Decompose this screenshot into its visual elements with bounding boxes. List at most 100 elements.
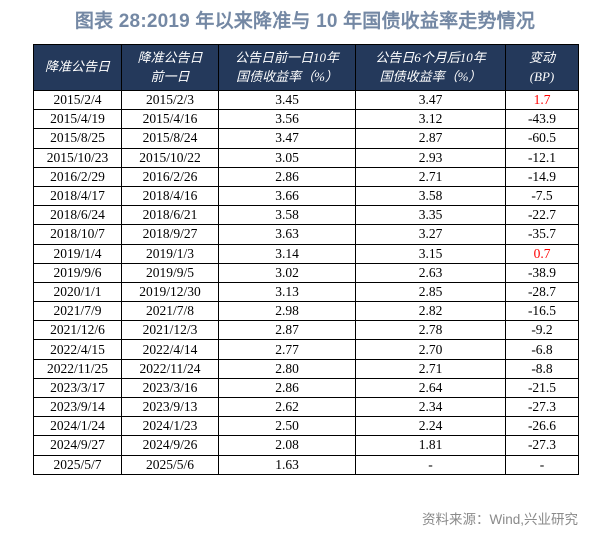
table-header-row: 降准公告日 降准公告日 前一日 公告日前一日10年 国债收益率（%） 公告日6个… [33, 44, 579, 91]
cell-prior-date: 2025/5/6 [121, 454, 219, 475]
cell-yield-prior: 2.62 [218, 396, 356, 418]
cell-yield-6m-later: - [355, 454, 506, 475]
cell-change-bp: -26.6 [505, 416, 579, 437]
column-header-yield-prior: 公告日前一日10年 国债收益率（%） [218, 44, 356, 91]
column-header-prior-date: 降准公告日 前一日 [121, 44, 219, 91]
cell-change-bp: -7.5 [505, 185, 579, 207]
cell-prior-date: 2022/11/24 [121, 358, 219, 379]
table-row: 2022/11/25 2022/11/24 2.80 2.71 -8.8 [33, 358, 579, 379]
cell-announce-date: 2022/11/25 [33, 358, 122, 379]
table-header: 降准公告日 降准公告日 前一日 公告日前一日10年 国债收益率（%） 公告日6个… [33, 44, 579, 91]
cell-announce-date: 2023/3/17 [33, 377, 122, 399]
cell-announce-date: 2025/5/7 [33, 454, 122, 475]
rrr-cut-yield-table-wrap: 降准公告日 降准公告日 前一日 公告日前一日10年 国债收益率（%） 公告日6个… [33, 44, 579, 475]
cell-yield-prior: 2.86 [218, 166, 356, 187]
cell-prior-date: 2019/1/3 [121, 243, 219, 264]
cell-change-bp: 0.7 [505, 243, 579, 264]
cell-change-bp: -60.5 [505, 128, 579, 149]
table-row: 2023/9/14 2023/9/13 2.62 2.34 -27.3 [33, 396, 579, 418]
cell-yield-6m-later: 2.63 [355, 262, 506, 283]
table-row: 2019/9/6 2019/9/5 3.02 2.63 -38.9 [33, 262, 579, 283]
cell-yield-6m-later: 2.71 [355, 166, 506, 187]
cell-yield-6m-later: 3.35 [355, 205, 506, 226]
cell-change-bp: 1.7 [505, 89, 579, 111]
cell-yield-prior: 3.14 [218, 243, 356, 264]
cell-yield-6m-later: 2.85 [355, 281, 506, 303]
cell-announce-date: 2022/4/15 [33, 339, 122, 360]
cell-change-bp: -38.9 [505, 262, 579, 283]
table-row: 2018/6/24 2018/6/21 3.58 3.35 -22.7 [33, 205, 579, 226]
cell-prior-date: 2024/1/23 [121, 416, 219, 437]
cell-prior-date: 2021/12/3 [121, 320, 219, 341]
cell-announce-date: 2019/9/6 [33, 262, 122, 283]
cell-prior-date: 2015/4/16 [121, 109, 219, 130]
cell-announce-date: 2019/1/4 [33, 243, 122, 264]
cell-yield-6m-later: 2.71 [355, 358, 506, 379]
cell-announce-date: 2015/4/19 [33, 109, 122, 130]
cell-prior-date: 2021/7/8 [121, 301, 219, 322]
cell-prior-date: 2018/9/27 [121, 224, 219, 245]
cell-yield-prior: 3.02 [218, 262, 356, 283]
cell-change-bp: -12.1 [505, 147, 579, 168]
cell-yield-prior: 3.63 [218, 224, 356, 245]
cell-yield-6m-later: 3.15 [355, 243, 506, 264]
cell-change-bp: - [505, 454, 579, 475]
table-row: 2023/3/17 2023/3/16 2.86 2.64 -21.5 [33, 377, 579, 399]
column-header-yield-6m-later: 公告日6个月后10年 国债收益率（%） [355, 44, 506, 91]
table-row: 2015/2/4 2015/2/3 3.45 3.47 1.7 [33, 89, 579, 111]
cell-yield-prior: 3.56 [218, 109, 356, 130]
cell-change-bp: -27.3 [505, 435, 579, 456]
cell-change-bp: -14.9 [505, 166, 579, 187]
table-row: 2019/1/4 2019/1/3 3.14 3.15 0.7 [33, 243, 579, 264]
cell-yield-prior: 3.47 [218, 128, 356, 149]
cell-announce-date: 2018/6/24 [33, 205, 122, 226]
table-row: 2022/4/15 2022/4/14 2.77 2.70 -6.8 [33, 339, 579, 360]
cell-yield-prior: 1.63 [218, 454, 356, 475]
cell-yield-6m-later: 3.47 [355, 89, 506, 111]
cell-yield-prior: 3.13 [218, 281, 356, 303]
cell-change-bp: -22.7 [505, 205, 579, 226]
cell-yield-prior: 3.66 [218, 185, 356, 207]
cell-change-bp: -27.3 [505, 396, 579, 418]
table-row: 2018/10/7 2018/9/27 3.63 3.27 -35.7 [33, 224, 579, 245]
cell-yield-6m-later: 1.81 [355, 435, 506, 456]
cell-announce-date: 2018/10/7 [33, 224, 122, 245]
cell-yield-prior: 3.05 [218, 147, 356, 168]
cell-prior-date: 2015/8/24 [121, 128, 219, 149]
table-row: 2018/4/17 2018/4/16 3.66 3.58 -7.5 [33, 185, 579, 207]
cell-yield-6m-later: 2.78 [355, 320, 506, 341]
cell-announce-date: 2015/2/4 [33, 89, 122, 111]
column-header-announce-date: 降准公告日 [33, 44, 122, 91]
cell-prior-date: 2018/4/16 [121, 185, 219, 207]
cell-yield-6m-later: 3.12 [355, 109, 506, 130]
table-row: 2015/4/19 2015/4/16 3.56 3.12 -43.9 [33, 109, 579, 130]
cell-prior-date: 2015/2/3 [121, 89, 219, 111]
cell-yield-6m-later: 2.34 [355, 396, 506, 418]
cell-yield-prior: 2.50 [218, 416, 356, 437]
cell-yield-prior: 2.87 [218, 320, 356, 341]
cell-yield-6m-later: 2.70 [355, 339, 506, 360]
cell-change-bp: -28.7 [505, 281, 579, 303]
table-row: 2024/9/27 2024/9/26 2.08 1.81 -27.3 [33, 435, 579, 456]
cell-announce-date: 2018/4/17 [33, 185, 122, 207]
cell-announce-date: 2021/7/9 [33, 301, 122, 322]
cell-announce-date: 2023/9/14 [33, 396, 122, 418]
cell-prior-date: 2022/4/14 [121, 339, 219, 360]
cell-yield-6m-later: 2.93 [355, 147, 506, 168]
cell-yield-6m-later: 2.87 [355, 128, 506, 149]
cell-prior-date: 2023/3/16 [121, 377, 219, 399]
cell-prior-date: 2016/2/26 [121, 166, 219, 187]
column-header-change-bp: 变动 (BP) [505, 44, 579, 91]
cell-yield-prior: 2.08 [218, 435, 356, 456]
cell-announce-date: 2021/12/6 [33, 320, 122, 341]
cell-change-bp: -43.9 [505, 109, 579, 130]
cell-yield-prior: 2.98 [218, 301, 356, 322]
table-row: 2024/1/24 2024/1/23 2.50 2.24 -26.6 [33, 416, 579, 437]
cell-prior-date: 2015/10/22 [121, 147, 219, 168]
cell-announce-date: 2015/10/23 [33, 147, 122, 168]
cell-change-bp: -8.8 [505, 358, 579, 379]
cell-change-bp: -16.5 [505, 301, 579, 322]
data-source: 资料来源：Wind,兴业研究 [421, 512, 578, 527]
cell-yield-prior: 2.77 [218, 339, 356, 360]
cell-announce-date: 2016/2/29 [33, 166, 122, 187]
